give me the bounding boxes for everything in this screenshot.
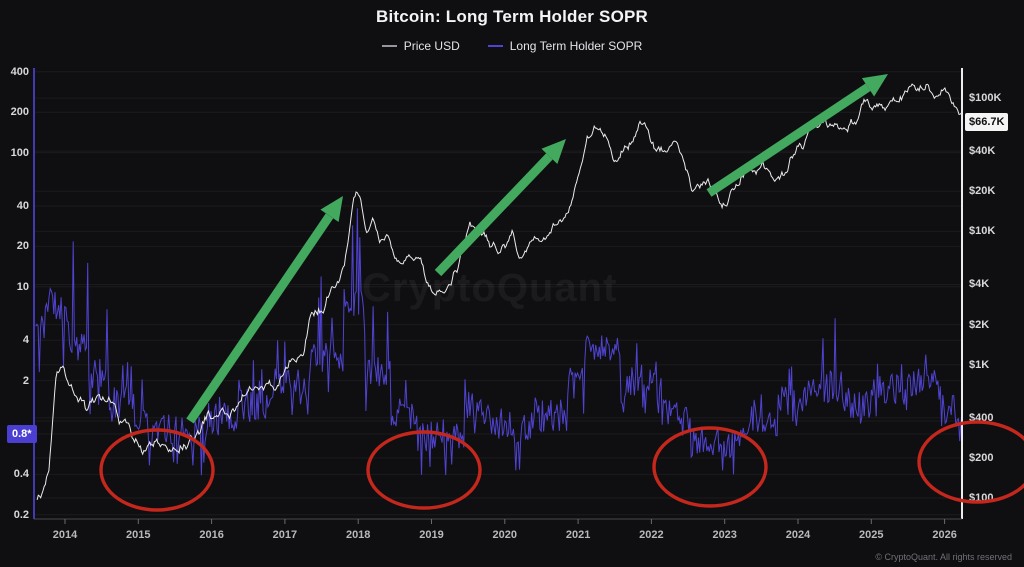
price-axis-tick-label: $2K (969, 318, 990, 331)
sopr-axis-tick-label: 20 (16, 240, 29, 253)
chart-title: Bitcoin: Long Term Holder SOPR (375, 7, 649, 26)
trend-arrow (186, 213, 334, 424)
year-tick-label: 2026 (932, 529, 957, 541)
cryptoquant-watermark: CryptoQuant (362, 266, 618, 310)
year-tick-label: 2022 (639, 529, 664, 541)
legend-swatch-icon (381, 45, 397, 47)
legend-swatch-icon (487, 45, 503, 47)
sopr-axis-tick-label: 40 (16, 200, 29, 212)
chart-legend: Price USD Long Term Holder SOPR (0, 39, 1024, 53)
price-axis-tick-label: $100K (969, 92, 1002, 105)
sopr-axis-tick-label: 200 (10, 106, 29, 119)
year-tick-label: 2018 (345, 529, 371, 541)
year-tick-label: 2021 (565, 529, 591, 541)
year-tick-label: 2024 (785, 529, 811, 541)
year-tick-label: 2025 (859, 529, 884, 541)
year-tick-label: 2020 (492, 529, 518, 541)
price-axis-current-badge: $66.7K (965, 112, 1009, 131)
bottom-circle-annotation (366, 430, 482, 510)
price-axis-tick-label: $4K (969, 278, 990, 291)
sopr-axis-tick-label: 10 (16, 280, 29, 293)
price-axis-tick-label: $1K (969, 358, 990, 371)
legend-label: Long Term Holder SOPR (509, 39, 643, 53)
legend-item-price[interactable]: Price USD (381, 39, 460, 53)
sopr-axis-current-badge: 0.8* (7, 425, 37, 443)
trend-arrow-head (861, 74, 888, 97)
trend-arrow-head (541, 139, 566, 164)
sopr-axis-tick-label: 100 (10, 146, 29, 159)
year-tick-label: 2016 (199, 529, 224, 541)
trend-arrow-head (320, 196, 343, 223)
bottom-circle-annotation (917, 420, 1024, 504)
year-tick-label: 2017 (272, 529, 298, 541)
year-tick-label: 2019 (419, 529, 444, 541)
copyright-notice: © CryptoQuant. All rights reserved (875, 552, 1012, 562)
sopr-axis-tick-label: 0.4 (13, 468, 29, 481)
trend-arrow (706, 83, 871, 197)
sopr-axis-tick-label: 4 (22, 334, 29, 347)
price-axis-tick-label: $20K (969, 185, 996, 198)
price-axis-tick-label: $200 (969, 451, 994, 464)
year-tick-label: 2014 (52, 529, 78, 541)
trend-arrow (434, 153, 553, 277)
legend-item-sopr[interactable]: Long Term Holder SOPR (487, 39, 643, 53)
sopr-axis-tick-label: 0.2 (13, 508, 29, 521)
year-tick-label: 2023 (712, 529, 737, 541)
legend-label: Price USD (403, 39, 460, 53)
price-axis-tick-label: $40K (969, 145, 996, 158)
bottom-circle-annotation (652, 426, 768, 508)
year-tick-label: 2015 (126, 529, 151, 541)
sopr-axis-tick-label: 2 (22, 374, 29, 387)
sopr-axis-tick-label: 400 (10, 65, 29, 78)
price-axis-tick-label: $10K (969, 225, 996, 238)
bottom-circle-annotation (99, 428, 215, 512)
